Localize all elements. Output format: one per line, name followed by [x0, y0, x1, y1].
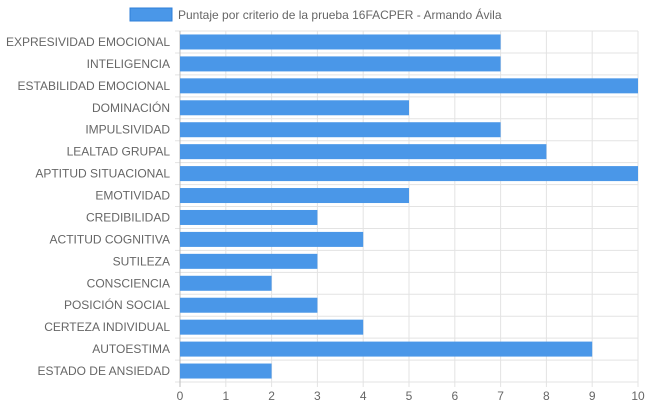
y-axis-category-label: POSICIÓN SOCIAL: [64, 297, 170, 312]
y-axis-category-label: CREDIBILIDAD: [86, 210, 170, 224]
bar[interactable]: [180, 144, 547, 160]
y-axis-category-label: INTELIGENCIA: [87, 57, 170, 71]
y-axis-labels: EXPRESIVIDAD EMOCIONAL INTELIGENCIA ESTABI…: [6, 35, 170, 378]
bar[interactable]: [180, 166, 638, 182]
y-axis-category-label: APTITUD SITUACIONAL: [35, 167, 170, 181]
bar[interactable]: [180, 363, 272, 379]
legend[interactable]: Puntaje por criterio de la prueba 16FACP…: [129, 7, 502, 22]
bar[interactable]: [180, 78, 638, 94]
gridlines: [175, 30, 639, 387]
bar[interactable]: [180, 341, 593, 357]
x-axis-tick-label: 8: [543, 389, 550, 403]
bar[interactable]: [180, 209, 318, 225]
bar[interactable]: [180, 56, 501, 72]
y-axis-category-label: EXPRESIVIDAD EMOCIONAL: [6, 35, 170, 49]
x-axis-tick-label: 7: [497, 389, 504, 403]
bars: [180, 34, 638, 379]
x-axis-tick-label: 10: [631, 389, 645, 403]
bar[interactable]: [180, 100, 409, 116]
x-axis-tick-label: 3: [314, 389, 321, 403]
y-axis-category-label: SUTILEZA: [113, 254, 170, 268]
y-axis-category-label: ESTABILIDAD EMOCIONAL: [18, 79, 171, 93]
x-axis-tick-label: 6: [451, 389, 458, 403]
bar[interactable]: [180, 188, 409, 204]
y-axis-category-label: DOMINACIÓN: [92, 100, 170, 115]
bar[interactable]: [180, 319, 364, 335]
legend-label[interactable]: Puntaje por criterio de la prueba 16FACP…: [178, 7, 502, 22]
y-axis-category-label: IMPULSIVIDAD: [85, 123, 170, 137]
bar[interactable]: [180, 275, 272, 291]
x-axis-tick-label: 2: [268, 389, 275, 403]
x-axis-tick-label: 0: [177, 389, 184, 403]
y-axis-category-label: AUTOESTIMA: [92, 342, 170, 356]
y-axis-category-label: ESTADO DE ANSIEDAD: [38, 364, 171, 378]
y-axis-category-label: CERTEZA INDIVIDUAL: [44, 320, 170, 334]
bar[interactable]: [180, 253, 318, 269]
bar[interactable]: [180, 297, 318, 313]
legend-swatch[interactable]: [129, 7, 173, 22]
y-axis-category-label: LEALTAD GRUPAL: [67, 145, 171, 159]
y-axis-category-label: CONSCIENCIA: [87, 276, 170, 290]
x-axis-tick-label: 5: [406, 389, 413, 403]
y-axis-category-label: EMOTIVIDAD: [95, 189, 170, 203]
bar[interactable]: [180, 122, 501, 138]
bar[interactable]: [180, 231, 364, 247]
x-axis-tick-label: 9: [589, 389, 596, 403]
x-axis-tick-label: 1: [222, 389, 229, 403]
bar[interactable]: [180, 34, 501, 50]
x-axis-labels: 0 1 2 3 4 5 6 7 8 9 10: [177, 389, 645, 403]
x-axis-tick-label: 4: [360, 389, 367, 403]
y-axis-category-label: ACTITUD COGNITIVA: [50, 232, 170, 246]
